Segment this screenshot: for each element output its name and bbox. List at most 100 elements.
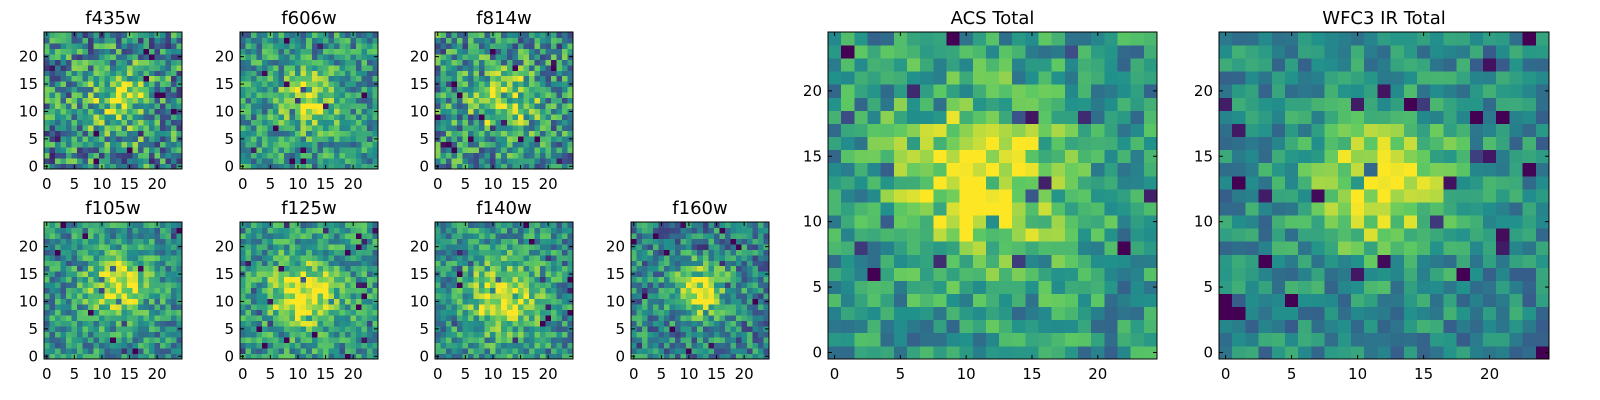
heatmap-cell: [462, 147, 469, 153]
heatmap-cell: [82, 337, 89, 343]
heatmap-cell: [490, 97, 497, 104]
heatmap-cell: [506, 276, 513, 283]
heatmap-cell: [479, 64, 486, 71]
heatmap-cell: [675, 331, 682, 338]
heatmap-cell: [137, 136, 144, 142]
heatmap-cell: [457, 119, 463, 126]
heatmap-cell: [317, 249, 324, 256]
heatmap-cell: [473, 287, 480, 294]
heatmap-cell: [176, 304, 183, 311]
heatmap-cell: [697, 287, 704, 294]
heatmap-cell: [245, 136, 252, 142]
heatmap-cell: [1051, 202, 1066, 216]
heatmap-cell: [262, 163, 268, 170]
heatmap-cell: [867, 293, 882, 308]
heatmap-cell: [550, 309, 557, 316]
heatmap-cell: [372, 147, 379, 153]
heatmap-cell: [631, 265, 637, 272]
heatmap-cell: [550, 32, 557, 38]
heatmap-cell: [322, 304, 329, 311]
heatmap-cell: [545, 282, 552, 289]
heatmap-cell: [121, 315, 128, 322]
heatmap-cell: [372, 59, 379, 66]
heatmap-cell: [686, 298, 693, 305]
heatmap-cell: [1064, 175, 1079, 190]
heatmap-cell: [636, 260, 643, 267]
heatmap-cell: [176, 293, 183, 300]
heatmap-cell: [55, 282, 61, 289]
heatmap-cell: [457, 130, 463, 137]
heatmap-cell: [99, 276, 106, 283]
heatmap-cell: [344, 130, 351, 137]
heatmap-cell: [71, 75, 78, 82]
heatmap-cell: [539, 238, 546, 245]
heatmap-cell: [539, 103, 546, 110]
heatmap-cell: [317, 75, 324, 82]
heatmap-cell: [148, 293, 155, 300]
heatmap-cell: [256, 227, 263, 234]
heatmap-cell: [1091, 332, 1105, 347]
heatmap-cell: [99, 48, 106, 55]
heatmap-cell: [473, 249, 480, 256]
heatmap-cell: [82, 331, 89, 338]
y-tick-label: 0: [28, 347, 38, 365]
heatmap-cell: [170, 125, 177, 132]
heatmap-cell: [170, 64, 177, 71]
heatmap-cell: [245, 315, 252, 322]
heatmap-cell: [495, 125, 502, 132]
heatmap-cell: [278, 298, 285, 305]
heatmap-cell: [132, 48, 139, 55]
y-tick-label: 10: [410, 292, 429, 310]
heatmap-cell: [517, 238, 524, 245]
heatmap-cell: [137, 97, 144, 104]
heatmap-cell: [339, 92, 346, 99]
heatmap-cell: [451, 309, 458, 316]
heatmap-cell: [372, 227, 379, 234]
heatmap-cell: [295, 304, 302, 311]
heatmap-cell: [462, 293, 469, 300]
heatmap-cell: [104, 309, 111, 316]
y-tick-label: 5: [419, 130, 429, 148]
heatmap-cell: [1025, 254, 1039, 268]
heatmap-cell: [132, 114, 139, 121]
heatmap-cell: [355, 97, 362, 104]
heatmap-cell: [631, 260, 637, 267]
heatmap-cell: [490, 48, 497, 55]
heatmap-cell: [697, 271, 704, 278]
heatmap-cell: [484, 152, 491, 159]
heatmap-cell: [115, 331, 122, 338]
heatmap-cell: [361, 53, 368, 60]
heatmap-cell: [289, 125, 296, 132]
heatmap-cell: [311, 282, 318, 289]
heatmap-cell: [561, 282, 568, 289]
heatmap-cell: [273, 37, 280, 44]
heatmap-cell: [126, 53, 133, 60]
heatmap-cell: [517, 147, 524, 153]
heatmap-cell: [82, 227, 89, 234]
heatmap-cell: [77, 271, 84, 278]
heatmap-cell: [479, 293, 486, 300]
heatmap-cell: [71, 97, 78, 104]
heatmap-cell: [462, 64, 469, 71]
heatmap-cell: [267, 114, 274, 121]
heatmap-cell: [501, 141, 508, 148]
heatmap-cell: [267, 103, 274, 110]
heatmap-cell: [435, 282, 441, 289]
heatmap-cell: [245, 342, 252, 349]
heatmap-cell: [77, 342, 84, 349]
heatmap-cell: [143, 152, 150, 159]
heatmap-cell: [262, 315, 268, 322]
heatmap-cell: [328, 119, 335, 126]
heatmap-cell: [647, 254, 654, 261]
heatmap-cell: [636, 227, 643, 234]
heatmap-cell: [647, 298, 654, 305]
heatmap-cell: [355, 254, 362, 261]
heatmap-cell: [366, 141, 373, 148]
heatmap-cell: [110, 81, 117, 88]
heatmap-cell: [278, 265, 285, 272]
heatmap-cell: [854, 241, 868, 255]
heatmap-cell: [44, 348, 50, 354]
heatmap-cell: [350, 315, 357, 322]
heatmap-cell: [278, 309, 285, 316]
